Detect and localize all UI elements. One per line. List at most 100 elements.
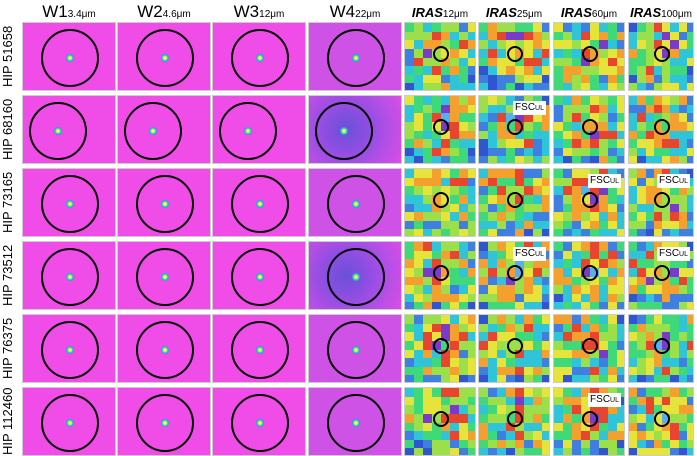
iras-map-panel [628, 22, 694, 91]
map-pixel [441, 186, 450, 196]
map-pixel [506, 315, 515, 324]
aperture-circle [654, 118, 670, 135]
map-pixel [617, 431, 624, 441]
map-pixel [637, 259, 647, 269]
map-pixel [572, 186, 581, 196]
map-pixel [599, 130, 608, 140]
map-pixel [554, 422, 563, 432]
map-pixel [423, 48, 432, 58]
map-pixel [542, 139, 549, 149]
map-pixel [432, 422, 441, 432]
map-pixel [645, 413, 655, 423]
fsc-badge-sub: UL [535, 251, 544, 258]
map-pixel [637, 186, 647, 196]
map-pixel [414, 332, 423, 342]
map-pixel [506, 40, 515, 50]
map-pixel [533, 358, 542, 368]
map-pixel [686, 332, 693, 342]
map-pixel [670, 156, 680, 163]
map-pixel [468, 388, 475, 397]
map-pixel [572, 113, 581, 123]
map-pixel [414, 23, 423, 32]
map-pixel [459, 448, 468, 455]
map-pixel [686, 267, 693, 277]
map-pixel [459, 358, 468, 368]
map-pixel [678, 405, 688, 415]
map-pixel [488, 448, 497, 455]
aperture-circle [507, 264, 523, 281]
map-pixel [459, 431, 468, 441]
source-dot [352, 345, 360, 354]
map-pixel [459, 169, 468, 178]
map-pixel [678, 358, 688, 368]
map-pixel [414, 349, 423, 359]
map-pixel [662, 96, 671, 105]
map-pixel [468, 104, 475, 114]
map-pixel [662, 186, 671, 196]
map-pixel [468, 139, 475, 149]
map-pixel [515, 302, 524, 309]
map-pixel [479, 57, 488, 67]
map-pixel [617, 439, 624, 449]
map-pixel [441, 66, 450, 76]
map-pixel [608, 229, 617, 236]
map-pixel [645, 229, 655, 236]
map-pixel [524, 83, 533, 90]
map-pixel [629, 332, 638, 342]
map-pixel [599, 121, 608, 131]
map-pixel [572, 323, 581, 333]
source-dot [54, 126, 62, 135]
wise-image-panel [22, 241, 116, 310]
map-pixel [678, 186, 688, 196]
map-pixel [608, 139, 617, 149]
map-pixel [572, 212, 581, 222]
map-pixel [405, 121, 414, 131]
map-pixel [629, 267, 638, 277]
map-pixel [432, 104, 441, 114]
map-pixel [629, 66, 638, 76]
map-pixel [581, 104, 590, 114]
map-pixel [497, 31, 506, 41]
map-pixel [524, 349, 533, 359]
map-pixel [617, 147, 624, 157]
map-pixel [432, 139, 441, 149]
map-pixel [590, 23, 599, 32]
map-pixel [524, 186, 533, 196]
map-pixel [479, 156, 488, 163]
map-pixel [414, 74, 423, 84]
map-pixel [686, 203, 693, 213]
aperture-circle [433, 191, 449, 208]
map-pixel [479, 130, 488, 140]
map-pixel [629, 23, 638, 32]
map-pixel [488, 229, 497, 236]
map-pixel [599, 220, 608, 230]
map-pixel [608, 194, 617, 204]
map-pixel [459, 375, 468, 382]
map-pixel [678, 315, 688, 324]
map-pixel [497, 40, 506, 50]
map-pixel [608, 57, 617, 67]
map-pixel [653, 332, 663, 342]
map-pixel [617, 31, 624, 41]
map-pixel [554, 285, 563, 295]
aperture-circle [507, 337, 523, 354]
map-pixel [670, 422, 680, 432]
map-pixel [629, 293, 638, 303]
map-pixel [599, 285, 608, 295]
map-pixel [479, 212, 488, 222]
map-pixel [488, 74, 497, 84]
map-pixel [414, 448, 423, 455]
map-pixel [405, 177, 414, 187]
map-pixel [572, 57, 581, 67]
map-pixel [405, 276, 414, 286]
map-pixel [563, 229, 572, 236]
column-header-wavelength: 100μm [661, 9, 692, 20]
map-pixel [581, 31, 590, 41]
map-pixel [670, 23, 680, 32]
map-pixel [629, 375, 638, 382]
map-pixel [599, 212, 608, 222]
map-pixel [468, 40, 475, 50]
map-pixel [533, 57, 542, 67]
map-pixel [488, 23, 497, 32]
map-pixel [542, 66, 549, 76]
